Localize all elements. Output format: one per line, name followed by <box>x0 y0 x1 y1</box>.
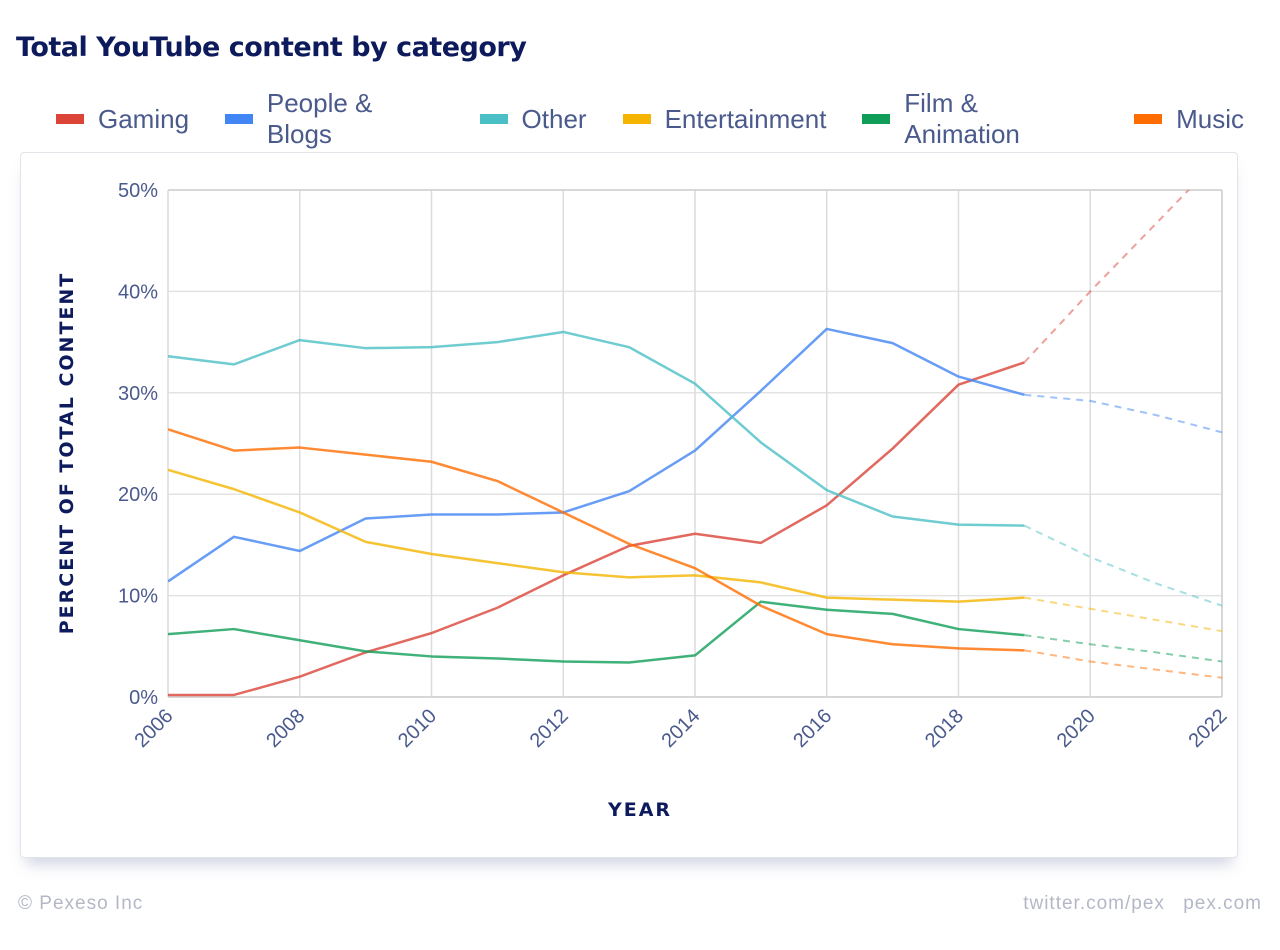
legend-item[interactable]: Film & Animation <box>862 88 1098 150</box>
series-line-entertainment <box>168 468 1025 603</box>
y-tick-label: 40% <box>118 281 158 303</box>
x-tick-label: 2008 <box>262 705 309 752</box>
x-tick-label: 2012 <box>526 705 573 752</box>
y-tick-label: 50% <box>118 180 158 202</box>
y-tick-label: 30% <box>118 383 158 405</box>
series-projection-entertainment <box>1024 596 1222 633</box>
x-tick-label: 2020 <box>1053 705 1100 752</box>
footer-links[interactable]: twitter.com/pex pex.com <box>1023 893 1262 914</box>
y-tick-label: 0% <box>129 687 158 709</box>
x-tick-label: 2022 <box>1185 705 1232 752</box>
chart-card <box>20 152 1238 858</box>
legend-label: People & Blogs <box>266 88 373 149</box>
legend-item[interactable]: Music <box>1134 88 1244 150</box>
x-tick-label: 2014 <box>658 705 705 752</box>
series-projection-people-blogs <box>1024 393 1222 434</box>
legend-label: Film & Animation <box>904 88 1020 149</box>
copyright: © Pexeso Inc <box>18 893 144 914</box>
chart-title: Total YouTube content by category <box>16 32 527 63</box>
series-projection-other <box>1023 524 1222 607</box>
series-line-gaming <box>168 361 1025 697</box>
series-line-people-blogs <box>168 327 1025 583</box>
x-tick-label: 2016 <box>789 705 836 752</box>
legend-swatch <box>479 114 508 124</box>
legend: Gaming People & Blogs Other Entertainment Fi… <box>56 88 1280 150</box>
series-projection-music <box>1024 649 1222 679</box>
legend-label: Other <box>521 103 587 134</box>
y-axis-label: PERCENT OF TOTAL CONTENT <box>56 272 78 635</box>
legend-item[interactable]: People & Blogs <box>225 88 443 150</box>
legend-label: Music <box>1176 103 1244 134</box>
x-tick-label: 2018 <box>921 705 968 752</box>
series-projection-film-animation <box>1024 634 1222 663</box>
x-tick-label: 2006 <box>131 705 178 752</box>
x-axis-label: YEAR <box>607 799 672 821</box>
x-tick-label: 2010 <box>394 705 441 752</box>
legend-swatch <box>56 114 84 124</box>
legend-swatch <box>622 114 651 124</box>
series-group <box>168 190 1222 697</box>
legend-swatch <box>1134 114 1163 124</box>
series-line-other <box>168 330 1025 527</box>
series-line-film-animation <box>168 600 1025 664</box>
legend-swatch <box>225 114 253 124</box>
y-tick-label: 10% <box>118 586 158 608</box>
legend-label: Entertainment <box>664 103 827 134</box>
legend-label: Gaming <box>98 103 190 134</box>
y-tick-label: 20% <box>118 484 158 506</box>
series-projection-gaming <box>1023 190 1190 364</box>
legend-item[interactable]: Gaming <box>56 88 189 150</box>
series-line-music <box>168 428 1025 652</box>
legend-item[interactable]: Other <box>479 88 587 150</box>
legend-item[interactable]: Entertainment <box>622 88 827 150</box>
legend-swatch <box>862 114 891 124</box>
